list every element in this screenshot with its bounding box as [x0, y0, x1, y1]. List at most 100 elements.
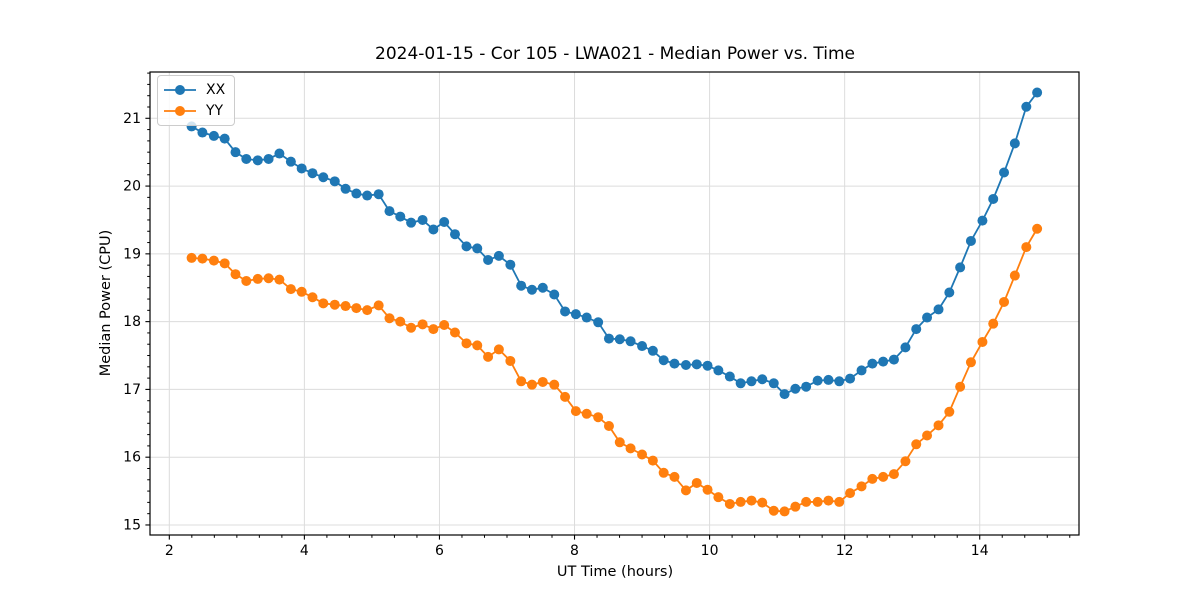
data-point-YY: [900, 456, 911, 467]
y-tick-label: 15: [123, 517, 141, 533]
data-point-XX: [1021, 101, 1032, 112]
x-tick-label: 6: [435, 543, 444, 559]
data-point-YY: [845, 488, 856, 499]
data-point-XX: [1032, 87, 1043, 98]
data-point-YY: [702, 484, 713, 495]
legend: XX YY: [157, 75, 236, 126]
data-point-YY: [252, 273, 263, 284]
data-point-XX: [439, 217, 450, 227]
data-point-XX: [472, 243, 483, 254]
data-point-YY: [362, 305, 373, 316]
data-point-YY: [230, 269, 241, 280]
data-point-XX: [274, 148, 285, 159]
x-tick-label: 8: [570, 543, 579, 559]
data-point-YY: [581, 408, 592, 419]
data-point-XX: [801, 381, 812, 392]
data-point-YY: [186, 252, 197, 263]
data-point-YY: [637, 449, 648, 460]
data-point-XX: [888, 354, 899, 365]
data-point-XX: [823, 374, 834, 385]
data-point-XX: [625, 336, 636, 347]
data-point-XX: [461, 241, 472, 252]
data-point-XX: [1009, 138, 1020, 149]
data-point-YY: [384, 313, 395, 324]
x-tick-label: 14: [971, 543, 989, 559]
data-point-XX: [779, 389, 790, 400]
data-point-YY: [472, 340, 483, 351]
data-point-XX: [680, 360, 691, 371]
data-point-XX: [944, 287, 955, 298]
data-point-YY: [351, 303, 362, 314]
data-point-XX: [351, 188, 362, 199]
data-point-YY: [340, 301, 351, 312]
data-point-YY: [965, 357, 976, 368]
data-point-XX: [603, 333, 614, 344]
data-point-YY: [713, 492, 724, 503]
y-axis-label: Median Power (CPU): [98, 230, 114, 377]
data-point-YY: [680, 485, 691, 496]
data-point-XX: [812, 375, 823, 386]
data-point-YY: [461, 338, 472, 349]
data-point-YY: [241, 275, 252, 286]
data-point-XX: [988, 193, 999, 204]
y-tick-label: 17: [123, 382, 141, 398]
data-point-XX: [537, 282, 548, 293]
data-point-YY: [724, 498, 735, 509]
data-point-YY: [428, 324, 439, 335]
data-point-XX: [526, 284, 537, 295]
data-point-XX: [724, 371, 735, 382]
data-point-YY: [735, 496, 746, 507]
data-point-XX: [614, 334, 625, 345]
data-point-XX: [735, 378, 746, 389]
data-point-YY: [999, 296, 1010, 307]
data-point-YY: [560, 391, 571, 402]
data-point-XX: [933, 304, 944, 315]
legend-item-xx: XX: [163, 80, 225, 100]
series-XX: [186, 87, 1043, 400]
data-point-YY: [307, 292, 318, 303]
data-point-YY: [658, 467, 669, 478]
data-point-YY: [439, 320, 450, 331]
data-point-XX: [922, 312, 933, 323]
data-point-YY: [823, 495, 834, 506]
data-point-XX: [669, 358, 680, 369]
data-point-YY: [537, 376, 548, 387]
data-point-YY: [449, 327, 460, 338]
data-point-XX: [428, 224, 439, 235]
data-point-YY: [669, 471, 680, 482]
data-point-XX: [493, 250, 504, 261]
data-point-XX: [373, 189, 384, 200]
data-point-YY: [549, 379, 560, 390]
data-point-YY: [922, 430, 933, 441]
data-point-XX: [483, 254, 494, 265]
data-point-XX: [965, 235, 976, 246]
data-point-XX: [977, 215, 988, 226]
data-point-XX: [449, 229, 460, 240]
data-point-YY: [834, 496, 845, 507]
x-tick-label: 4: [300, 543, 309, 559]
legend-label-xx: XX: [206, 82, 226, 98]
data-point-XX: [307, 168, 318, 179]
data-point-XX: [417, 214, 428, 225]
data-point-YY: [417, 319, 428, 330]
data-point-XX: [219, 133, 230, 144]
data-point-YY: [1021, 242, 1032, 253]
data-point-YY: [757, 497, 768, 508]
data-point-XX: [746, 376, 757, 387]
data-point-XX: [208, 130, 219, 141]
data-point-XX: [384, 206, 395, 217]
data-point-YY: [483, 351, 494, 362]
data-point-YY: [1032, 223, 1043, 234]
data-point-XX: [768, 378, 779, 389]
data-point-XX: [516, 280, 527, 291]
data-point-XX: [856, 365, 867, 376]
data-point-YY: [625, 443, 636, 454]
data-point-XX: [658, 355, 669, 366]
data-point-YY: [878, 471, 889, 482]
x-tick-label: 12: [836, 543, 854, 559]
y-tick-label: 21: [123, 111, 141, 127]
data-point-YY: [647, 455, 658, 466]
data-point-XX: [395, 211, 406, 222]
data-point-XX: [252, 155, 263, 166]
